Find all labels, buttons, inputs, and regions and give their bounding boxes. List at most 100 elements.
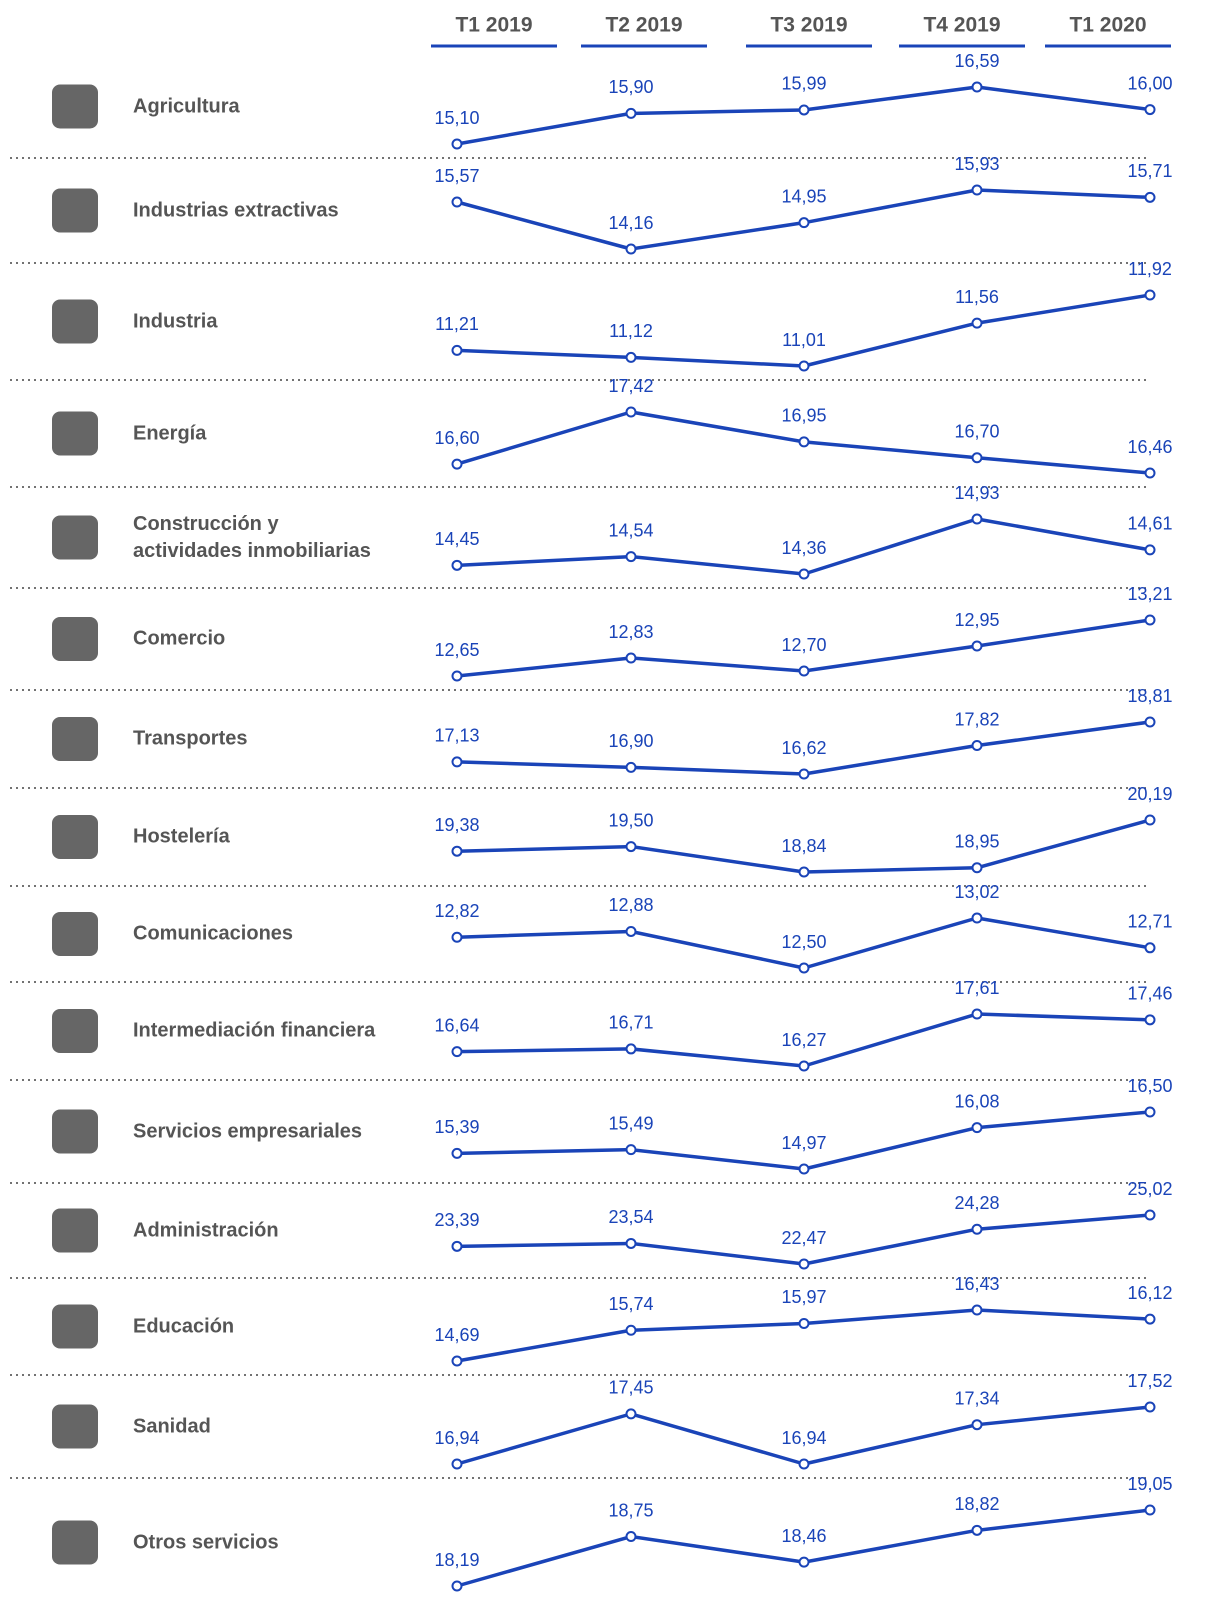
value-label: 12,82 — [434, 901, 479, 921]
data-point — [1144, 104, 1156, 116]
sector-name: Construcción y actividades inmobiliarias — [133, 512, 371, 562]
sector-icon — [52, 1009, 98, 1053]
value-label: 12,50 — [781, 932, 826, 952]
data-point — [971, 740, 983, 752]
data-point — [798, 360, 810, 372]
data-point — [798, 1458, 810, 1470]
value-label: 16,12 — [1127, 1283, 1172, 1303]
data-point — [1144, 1209, 1156, 1221]
sector-name: Energía — [133, 422, 207, 444]
value-label: 14,45 — [434, 529, 479, 549]
series-line — [456, 1308, 1151, 1363]
series-line — [456, 1508, 1151, 1588]
value-label: 25,02 — [1127, 1179, 1172, 1199]
sector-name: Servicios empresariales — [133, 1120, 363, 1142]
sector-icon — [52, 84, 98, 129]
value-label: 23,39 — [434, 1210, 479, 1230]
data-point — [451, 1240, 463, 1252]
data-point — [451, 756, 463, 768]
value-label: 16,43 — [954, 1274, 999, 1294]
value-label: 12,83 — [608, 622, 653, 642]
sector-icon — [52, 1304, 98, 1349]
data-point — [1144, 1401, 1156, 1413]
value-label: 17,52 — [1127, 1371, 1172, 1391]
data-point — [1144, 191, 1156, 203]
value-label: 23,54 — [608, 1207, 653, 1227]
sector-name: Hostelería — [133, 825, 230, 848]
value-label: 15,49 — [608, 1113, 653, 1133]
data-point — [1144, 1106, 1156, 1118]
value-label: 19,38 — [434, 815, 479, 835]
value-label: 16,64 — [434, 1015, 479, 1035]
data-point — [1144, 1014, 1156, 1026]
data-point — [1144, 1313, 1156, 1325]
value-label: 14,93 — [954, 483, 999, 503]
data-point — [625, 107, 637, 119]
data-point — [798, 1556, 810, 1568]
data-point — [451, 1147, 463, 1159]
value-label: 12,65 — [434, 640, 479, 660]
value-label: 15,39 — [434, 1117, 479, 1137]
value-label: 16,90 — [608, 731, 653, 751]
data-point — [971, 513, 983, 525]
value-label: 24,28 — [954, 1193, 999, 1213]
data-point — [625, 1144, 637, 1156]
data-point — [625, 351, 637, 363]
column-header: T1 2019 — [455, 14, 532, 37]
value-label: 17,42 — [608, 376, 653, 396]
data-point — [971, 184, 983, 196]
data-point — [451, 138, 463, 150]
value-label: 16,95 — [781, 406, 826, 426]
data-point — [798, 217, 810, 229]
sector-name: Otros servicios — [133, 1531, 279, 1553]
data-point — [1144, 814, 1156, 826]
value-label: 12,71 — [1127, 912, 1172, 932]
data-point — [798, 866, 810, 878]
value-label: 17,45 — [608, 1378, 653, 1398]
value-label: 16,62 — [781, 738, 826, 758]
data-point — [1144, 942, 1156, 954]
value-label: 14,36 — [781, 538, 826, 558]
value-label: 16,70 — [954, 422, 999, 442]
value-label: 18,84 — [781, 836, 826, 856]
sector-icon — [52, 815, 98, 859]
value-label: 16,00 — [1127, 73, 1172, 93]
data-point — [625, 1408, 637, 1420]
data-point — [798, 568, 810, 580]
sector-name: Administración — [133, 1219, 279, 1241]
value-label: 11,01 — [782, 330, 826, 350]
data-point — [451, 559, 463, 571]
value-label: 13,02 — [954, 882, 999, 902]
value-label: 15,71 — [1127, 161, 1172, 181]
data-point — [971, 862, 983, 874]
sector-icon — [52, 411, 98, 456]
sector-name: Comercio — [133, 627, 226, 650]
data-point — [451, 670, 463, 682]
data-point — [1144, 614, 1156, 626]
value-label: 14,54 — [608, 520, 653, 540]
sector-name: Sanidad — [133, 1415, 211, 1437]
data-point — [451, 1046, 463, 1058]
data-point — [1144, 289, 1156, 301]
data-point — [971, 1223, 983, 1235]
data-point — [971, 640, 983, 652]
value-label: 17,13 — [434, 726, 479, 746]
value-label: 14,69 — [434, 1325, 479, 1345]
value-label: 12,95 — [954, 610, 999, 630]
value-label: 16,50 — [1127, 1076, 1172, 1096]
data-point — [971, 452, 983, 464]
data-point — [625, 551, 637, 563]
sector-icon — [52, 515, 98, 560]
sector-name: Agricultura — [133, 95, 240, 117]
data-point — [451, 1458, 463, 1470]
value-label: 11,56 — [955, 287, 999, 307]
value-label: 16,94 — [781, 1428, 826, 1448]
data-point — [971, 81, 983, 93]
data-point — [798, 104, 810, 116]
value-label: 17,34 — [954, 1388, 999, 1408]
value-label: 14,97 — [781, 1133, 826, 1153]
sector-name: Comunicaciones — [133, 922, 294, 945]
data-point — [1144, 716, 1156, 728]
value-label: 19,50 — [608, 810, 653, 830]
